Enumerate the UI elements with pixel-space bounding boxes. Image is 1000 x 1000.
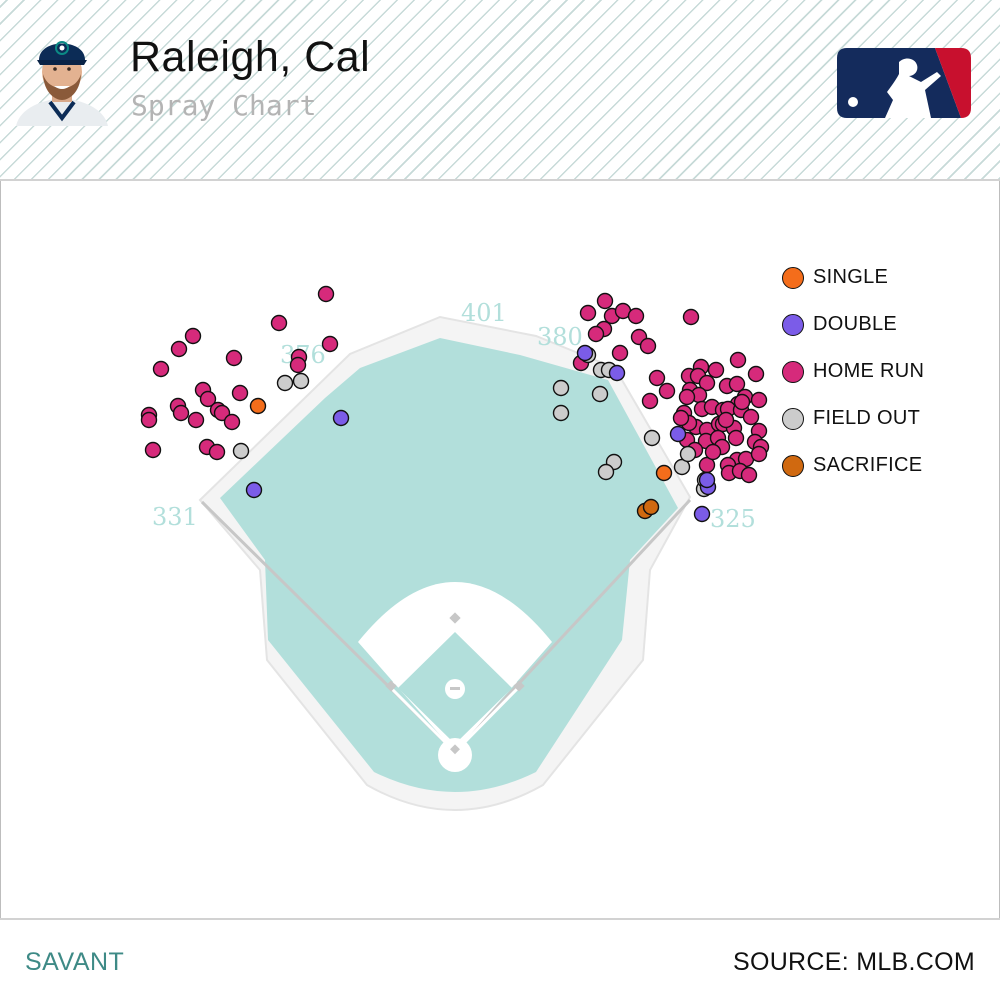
legend: SINGLE DOUBLE HOME RUN FIELD OUT SACRIFI… xyxy=(782,254,982,489)
chart-subtitle: Spray Chart xyxy=(131,89,317,122)
point-home-run xyxy=(750,445,768,463)
source-credit: SOURCE: MLB.COM xyxy=(732,948,975,976)
point-home-run xyxy=(596,292,614,310)
legend-item-field-out: FIELD OUT xyxy=(782,395,982,442)
point-double xyxy=(245,481,263,499)
point-home-run xyxy=(682,308,700,326)
point-home-run xyxy=(678,388,696,406)
point-home-run xyxy=(144,441,162,459)
distance-label-right-line: 325 xyxy=(710,505,756,533)
player-name: Raleigh, Cal xyxy=(130,33,371,81)
second-base xyxy=(449,612,461,624)
distance-label-left-line: 331 xyxy=(152,503,198,531)
first-base xyxy=(513,680,525,692)
point-double xyxy=(669,425,687,443)
legend-swatch-single xyxy=(782,266,804,289)
point-home-run xyxy=(289,356,307,374)
point-home-run xyxy=(648,369,666,387)
legend-label-field-out: FIELD OUT xyxy=(813,407,921,429)
point-home-run xyxy=(747,365,765,383)
batted-ball-points xyxy=(140,285,770,523)
legend-label-double: DOUBLE xyxy=(813,313,898,335)
legend-swatch-home-run xyxy=(782,360,804,383)
point-field-out xyxy=(292,372,310,390)
point-home-run xyxy=(611,344,629,362)
footer: SAVANT SOURCE: MLB.COM xyxy=(0,918,1000,1000)
point-double xyxy=(698,471,716,489)
point-home-run xyxy=(170,340,188,358)
point-home-run xyxy=(225,349,243,367)
mlb-logo xyxy=(837,48,971,118)
pitchers-rubber xyxy=(450,687,460,690)
point-home-run xyxy=(672,409,690,427)
point-field-out xyxy=(552,379,570,397)
point-field-out xyxy=(552,404,570,422)
point-field-out xyxy=(597,463,615,481)
point-single xyxy=(249,397,267,415)
point-home-run xyxy=(704,443,722,461)
legend-item-home-run: HOME RUN xyxy=(782,348,982,395)
legend-label-home-run: HOME RUN xyxy=(813,360,925,382)
outfield-grass xyxy=(220,338,678,792)
point-home-run xyxy=(184,327,202,345)
point-home-run xyxy=(727,429,745,447)
point-home-run xyxy=(199,390,217,408)
point-home-run xyxy=(641,392,659,410)
legend-swatch-double xyxy=(782,313,804,336)
point-home-run xyxy=(321,335,339,353)
legend-item-double: DOUBLE xyxy=(782,301,982,348)
point-field-out xyxy=(276,374,294,392)
legend-item-single: SINGLE xyxy=(782,254,982,301)
point-home-run xyxy=(717,411,735,429)
point-home-run xyxy=(187,411,205,429)
point-home-run xyxy=(627,307,645,325)
point-home-run xyxy=(742,408,760,426)
legend-item-sacrifice: SACRIFICE xyxy=(782,442,982,489)
legend-label-sacrifice: SACRIFICE xyxy=(813,454,923,476)
point-home-run xyxy=(270,314,288,332)
point-double xyxy=(693,505,711,523)
point-double xyxy=(332,409,350,427)
point-home-run xyxy=(698,374,716,392)
right-foul-line xyxy=(453,498,692,754)
point-home-run xyxy=(208,443,226,461)
point-home-run xyxy=(733,393,751,411)
point-home-run xyxy=(729,351,747,369)
point-field-out xyxy=(232,442,250,460)
point-home-run xyxy=(152,360,170,378)
point-field-out xyxy=(591,385,609,403)
legend-swatch-sacrifice xyxy=(782,454,804,477)
home-plate-circle xyxy=(438,738,472,772)
point-double xyxy=(576,344,594,362)
point-home-run xyxy=(639,337,657,355)
header: Raleigh, Cal Spray Chart xyxy=(0,0,1000,181)
point-home-run xyxy=(172,404,190,422)
point-home-run xyxy=(707,361,725,379)
point-home-run xyxy=(317,285,335,303)
legend-label-single: SINGLE xyxy=(813,266,889,288)
point-home-run xyxy=(223,413,241,431)
point-home-run xyxy=(728,375,746,393)
point-home-run xyxy=(740,466,758,484)
distance-label-center: 401 xyxy=(461,299,507,327)
point-sacrifice xyxy=(642,498,660,516)
point-home-run xyxy=(579,304,597,322)
legend-swatch-field-out xyxy=(782,407,804,430)
third-base xyxy=(385,680,397,692)
savant-link[interactable]: SAVANT xyxy=(25,948,125,976)
point-home-run xyxy=(587,325,605,343)
point-single xyxy=(655,464,673,482)
point-home-run xyxy=(750,391,768,409)
point-home-run xyxy=(140,411,158,429)
spray-chart: 331 376 401 380 325 xyxy=(140,285,770,811)
point-field-out xyxy=(643,429,661,447)
player-headshot xyxy=(12,22,112,126)
point-field-out xyxy=(679,445,697,463)
point-double xyxy=(608,364,626,382)
point-home-run xyxy=(231,384,249,402)
distance-label-right-center: 380 xyxy=(537,323,583,351)
point-home-run xyxy=(658,382,676,400)
